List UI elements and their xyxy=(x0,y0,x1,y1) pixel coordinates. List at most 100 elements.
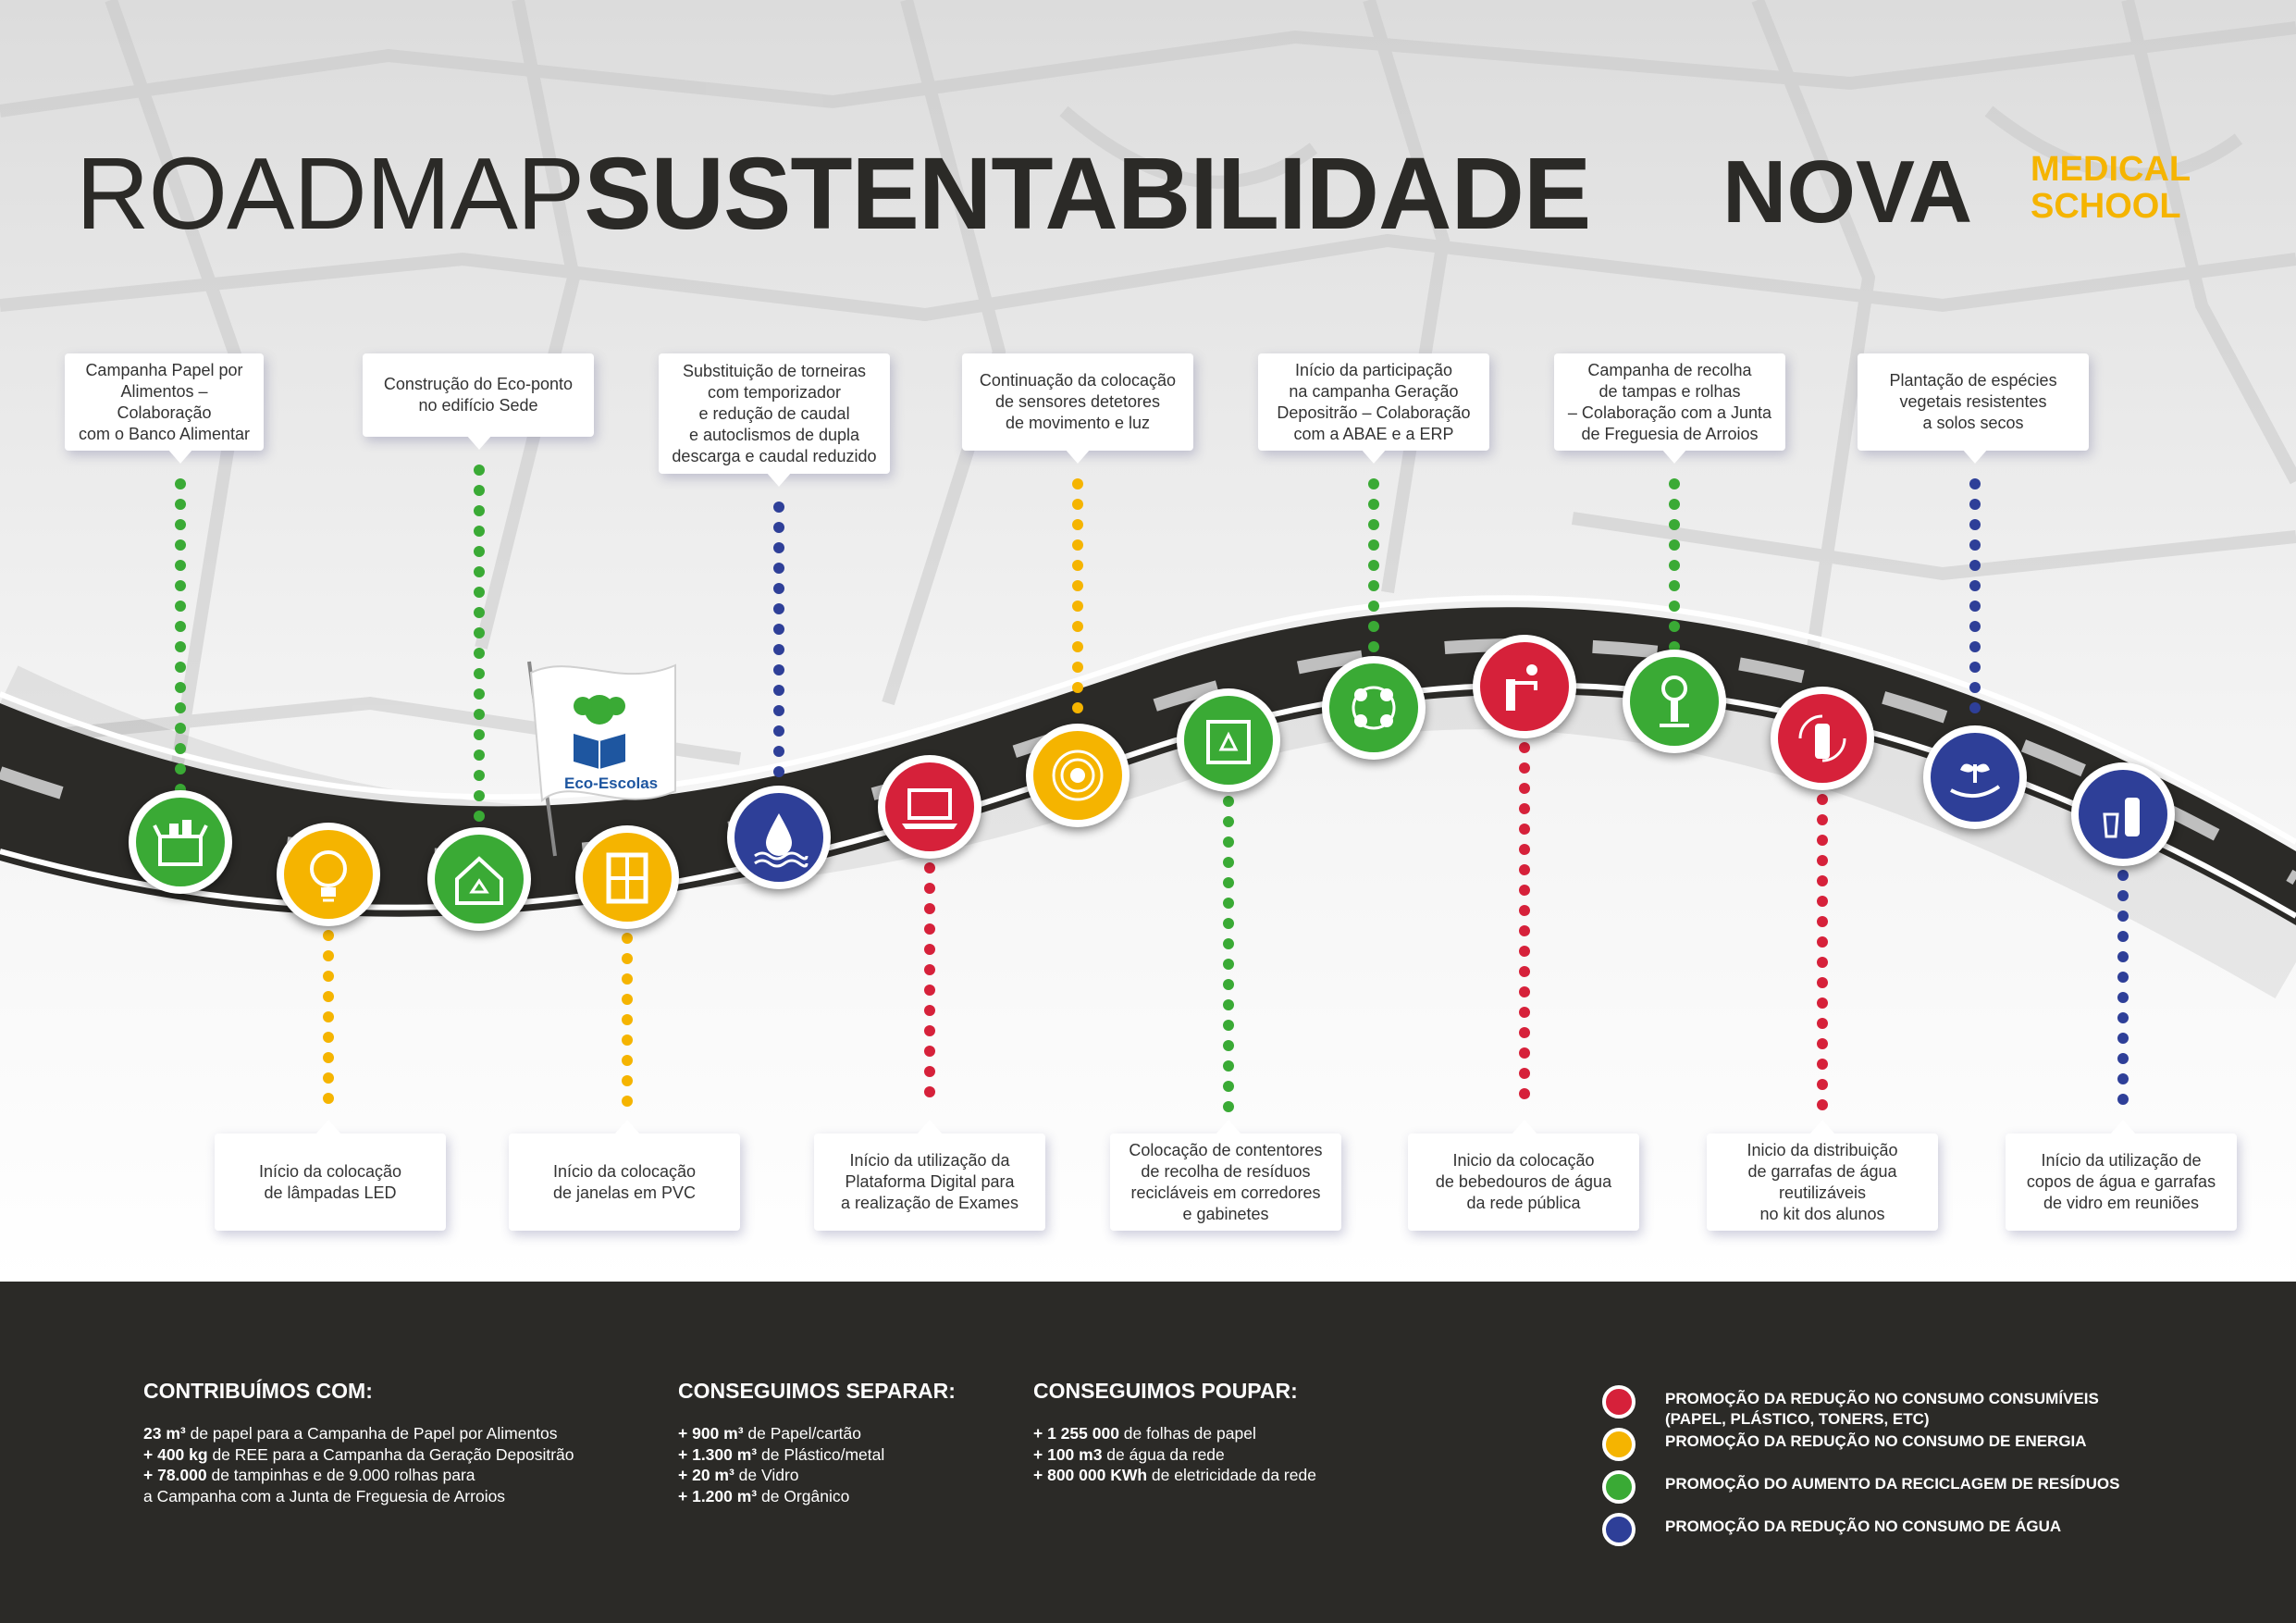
connector-dot xyxy=(1519,946,1530,957)
connector-dot xyxy=(175,621,186,632)
logo-medical-text: MEDICAL xyxy=(2031,150,2191,189)
legend-color-dot xyxy=(1602,1385,1636,1419)
reusable-bottle-icon xyxy=(1798,714,1846,762)
connector-dot xyxy=(1368,641,1379,652)
connector-dot xyxy=(1817,936,1828,948)
connector-dot xyxy=(924,1066,935,1077)
callout-pointer xyxy=(1661,449,1687,464)
connector-dot xyxy=(622,933,633,944)
connector-dot xyxy=(2117,1053,2129,1064)
milestone-text-line: Início da participação xyxy=(1294,360,1453,379)
connector-dot xyxy=(474,485,485,496)
footer-stat-line: + 78.000 de tampinhas e de 9.000 rolhas … xyxy=(143,1466,475,1484)
connector-dot xyxy=(1223,836,1234,848)
milestone-text-line: Construção do Eco-ponto xyxy=(383,375,574,393)
milestone-text-line: Alimentos – Colaboração xyxy=(117,381,212,422)
milestone-text-line: Campanha Papel por xyxy=(85,360,243,379)
milestone-marker xyxy=(878,755,981,859)
milestone-text-line: de recolha de resíduos xyxy=(1141,1161,1311,1181)
connector-dot xyxy=(1519,885,1530,896)
connector-dot xyxy=(773,725,784,737)
connector-dot xyxy=(1223,1081,1234,1092)
connector-dot xyxy=(1969,601,1981,612)
milestone-marker xyxy=(1177,688,1280,792)
connector-dot xyxy=(175,519,186,530)
legend-label: PROMOÇÃO DA REDUÇÃO NO CONSUMO DE ENERGI… xyxy=(1665,1432,2087,1450)
milestone-text-line: da rede pública xyxy=(1466,1194,1581,1212)
connector-dot xyxy=(1669,499,1680,510)
connector-dot xyxy=(1817,896,1828,907)
connector-dot xyxy=(1072,702,1083,713)
food-box-icon xyxy=(153,820,208,866)
milestone-text-line: e autoclismos de dupla xyxy=(688,425,860,444)
connector-dot xyxy=(1223,1060,1234,1072)
connector-dot xyxy=(175,682,186,693)
connector-dot xyxy=(773,705,784,716)
connector-dot xyxy=(323,1093,334,1104)
connector-dot xyxy=(1368,499,1379,510)
milestone-text-line: de garrafas de água xyxy=(1747,1161,1897,1181)
connector-dot xyxy=(773,583,784,594)
connector-dot xyxy=(474,505,485,516)
connector-dot xyxy=(323,950,334,961)
connector-dot xyxy=(1669,519,1680,530)
milestone-label: Inicio da distribuição de garrafas de águ… xyxy=(1707,1134,1938,1231)
milestone-text-line: Plataforma Digital para xyxy=(845,1172,1015,1191)
milestone-text-line: de sensores detetores xyxy=(994,392,1161,411)
connector-dot xyxy=(1969,539,1981,551)
connector-dot xyxy=(924,1046,935,1057)
connector-dot xyxy=(1519,803,1530,814)
connector-dot xyxy=(1223,979,1234,990)
logo-school-text: SCHOOL xyxy=(2031,187,2181,226)
connector-dot xyxy=(1669,580,1680,591)
connector-dot xyxy=(1519,905,1530,916)
callout-pointer xyxy=(614,1120,640,1134)
connector-dot xyxy=(175,478,186,489)
connector-dot xyxy=(1817,916,1828,927)
connector-dot xyxy=(474,546,485,557)
connector-dot xyxy=(622,1014,633,1025)
connector-dot xyxy=(175,723,186,734)
connector-dot xyxy=(773,746,784,757)
connector-dot xyxy=(1519,1027,1530,1038)
milestone-marker xyxy=(1026,724,1129,827)
connector-dot xyxy=(1817,1038,1828,1049)
connector-dot xyxy=(175,499,186,510)
footer-stat-line: + 900 m³ de Papel/cartão xyxy=(678,1424,861,1443)
milestone-text-line: e redução de caudal xyxy=(698,403,850,423)
callout-pointer xyxy=(466,435,492,450)
milestone-text-line: Continuação da colocação xyxy=(979,371,1177,390)
milestone-marker xyxy=(2071,762,2175,866)
connector-dot xyxy=(1223,877,1234,888)
footer-panel: CONTRIBUÍMOS COM: 23 m³ de papel para a … xyxy=(0,1282,2296,1623)
footer-stat-line: + 800 000 KWh de eletricidade da rede xyxy=(1033,1466,1316,1484)
milestone-text-line: de lâmpadas LED xyxy=(264,1183,397,1202)
connector-dot xyxy=(2117,890,2129,901)
milestone-label: Início da colocação de lâmpadas LED xyxy=(215,1134,446,1231)
milestone-text-line: copos de água e garrafas xyxy=(2026,1172,2216,1191)
callout-pointer xyxy=(1962,449,1988,464)
connector-dot xyxy=(773,502,784,513)
connector-dot xyxy=(1969,641,1981,652)
connector-dot xyxy=(1969,662,1981,673)
connector-dot xyxy=(474,790,485,801)
connector-dot xyxy=(175,580,186,591)
milestone-text-line: de vidro em reuniões xyxy=(2043,1194,2200,1212)
title-light: ROADMAP xyxy=(76,137,585,251)
milestone-text-line: e gabinetes xyxy=(1182,1204,1269,1223)
connector-dot xyxy=(2117,951,2129,962)
connector-dot xyxy=(1969,580,1981,591)
milestone-label: Campanha Papel por Alimentos – Colaboraçã… xyxy=(65,353,264,451)
milestone-text-line: Inicio da distribuição xyxy=(1747,1140,1898,1159)
milestone-marker xyxy=(129,790,232,894)
connector-dot xyxy=(2117,1073,2129,1084)
milestone-label: Início da colocação de janelas em PVC xyxy=(509,1134,740,1231)
connector-dot xyxy=(773,624,784,635)
connector-dot xyxy=(175,662,186,673)
connector-dot xyxy=(1669,621,1680,632)
connector-dot xyxy=(622,1035,633,1046)
connector-dot xyxy=(924,903,935,914)
connector-dot xyxy=(1817,875,1828,886)
connector-dot xyxy=(1969,702,1981,713)
milestone-text-line: com temporizador xyxy=(707,382,842,402)
